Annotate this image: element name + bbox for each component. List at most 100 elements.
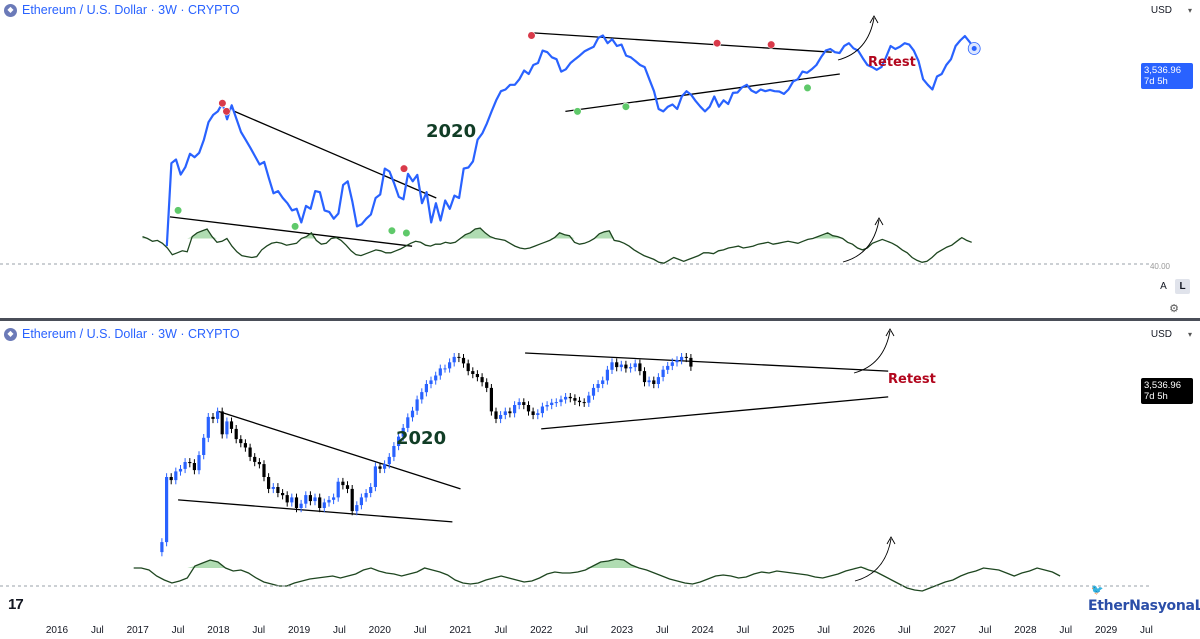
x-axis-tick: Jul xyxy=(413,625,427,636)
candle-body xyxy=(322,502,326,508)
candle-body xyxy=(243,443,247,448)
candle-body xyxy=(666,365,670,370)
candle-body xyxy=(350,488,354,512)
price-line-series xyxy=(165,34,976,247)
bottom-retest-annotation: Retest xyxy=(888,372,936,387)
candle-body xyxy=(577,400,582,403)
bottom-price-countdown: 7d 5h xyxy=(1144,391,1168,402)
candle-body xyxy=(220,411,224,435)
x-axis-tick: Jul xyxy=(897,625,911,636)
bottom-chart-panel[interactable]: ◆ Ethereum / U.S. Dollar · 3W · CRYPTO U… xyxy=(0,321,1200,618)
candle-body xyxy=(336,481,340,498)
candle-body xyxy=(559,399,563,403)
top-chart-title[interactable]: Ethereum / U.S. Dollar · 3W · CRYPTO xyxy=(22,3,240,17)
x-axis-tick: Jul xyxy=(1140,625,1153,636)
x-axis-tick: Jul xyxy=(90,625,104,636)
candle-body xyxy=(345,485,350,489)
top-chart-panel[interactable]: ◆ Ethereum / U.S. Dollar · 3W · CRYPTO U… xyxy=(0,0,1200,318)
candle-body xyxy=(429,380,433,384)
candle-body xyxy=(680,356,684,361)
candle-body xyxy=(160,542,164,553)
x-axis-tick: 2028 xyxy=(1014,625,1037,636)
swing-low-marker xyxy=(174,206,183,215)
ethereum-icon: ◆ xyxy=(4,3,17,17)
candle-body xyxy=(545,405,549,407)
trendline xyxy=(218,410,461,490)
candle-body xyxy=(415,399,419,411)
top-currency-select[interactable]: USD ▾ xyxy=(1151,5,1192,16)
time-axis[interactable]: 2016 Jul 2017 Jul 2018 Jul 2019 Jul 2020 Jul 2021 J… xyxy=(0,620,1200,639)
settings-icon[interactable]: ⚙ xyxy=(1169,303,1179,315)
candle-body xyxy=(401,427,405,437)
candle-body xyxy=(564,396,568,400)
x-axis-tick: Jul xyxy=(252,625,266,636)
swing-low-marker xyxy=(387,226,397,235)
trendline xyxy=(529,31,832,53)
candle-body xyxy=(582,402,586,404)
x-axis-tick: 2023 xyxy=(610,625,634,636)
scale-buttons: A L xyxy=(1156,279,1190,294)
x-axis-tick: 2017 xyxy=(126,625,149,636)
candle-body xyxy=(192,463,196,471)
candle-body xyxy=(229,421,234,429)
top-chart-header[interactable]: ◆ Ethereum / U.S. Dollar · 3W · CRYPTO xyxy=(4,3,240,17)
bottom-chart-header[interactable]: ◆ Ethereum / U.S. Dollar · 3W · CRYPTO xyxy=(4,327,240,341)
candle-body xyxy=(239,439,243,444)
projection-arrow xyxy=(837,17,875,61)
candle-body xyxy=(387,456,391,465)
swing-low-marker xyxy=(621,102,631,111)
candle-body xyxy=(262,464,266,477)
swing-low-marker xyxy=(402,228,411,238)
candle-body xyxy=(550,402,554,405)
indicator-line xyxy=(142,227,972,264)
candle-body xyxy=(554,402,558,404)
candle-body xyxy=(448,362,452,369)
candle-body xyxy=(341,481,345,486)
candle-body xyxy=(540,406,544,414)
candle-body xyxy=(373,466,377,487)
candle-body xyxy=(290,497,294,503)
x-axis-tick: Jul xyxy=(817,625,831,636)
log-scale-button[interactable]: L xyxy=(1175,279,1190,294)
top-price-value: 3,536.96 xyxy=(1144,65,1181,76)
top-line-chart[interactable] xyxy=(0,0,1200,318)
swing-high-marker xyxy=(218,99,227,108)
candle-body xyxy=(332,497,336,500)
candle-body xyxy=(434,375,438,381)
trendline xyxy=(178,499,453,523)
candle-body xyxy=(281,493,285,496)
trendline xyxy=(169,216,413,247)
swing-high-marker xyxy=(712,39,722,48)
candle-body xyxy=(216,411,220,419)
swing-low-marker xyxy=(291,222,300,231)
bottom-chart-title[interactable]: Ethereum / U.S. Dollar · 3W · CRYPTO xyxy=(22,327,240,341)
candle-body xyxy=(531,411,535,415)
candle-body xyxy=(299,503,303,508)
candle-body xyxy=(568,396,572,399)
candle-body xyxy=(684,356,688,358)
candle-body xyxy=(443,368,447,370)
tradingview-logo[interactable]: 17 xyxy=(8,596,24,613)
x-axis-tick: 2026 xyxy=(852,625,876,636)
candle-body xyxy=(308,495,312,502)
auto-scale-button[interactable]: A xyxy=(1160,281,1167,292)
bottom-currency-select[interactable]: USD ▾ xyxy=(1151,329,1192,340)
x-axis-tick: Jul xyxy=(736,625,750,636)
top-price-tag: 3,536.96 7d 5h xyxy=(1141,63,1193,89)
x-axis-tick: 2025 xyxy=(772,625,795,636)
top-retest-annotation: Retest xyxy=(868,55,916,70)
bottom-candle-chart[interactable] xyxy=(0,321,1200,618)
candle-body xyxy=(327,499,331,503)
candle-body xyxy=(466,363,470,372)
panel-divider[interactable] xyxy=(0,318,1200,321)
chevron-down-icon: ▾ xyxy=(1187,330,1192,339)
projection-arrow-head xyxy=(869,15,879,24)
candle-body xyxy=(629,367,633,369)
swing-high-marker xyxy=(399,164,409,173)
candle-body xyxy=(197,455,201,471)
candle-body xyxy=(652,380,656,384)
candle-body xyxy=(285,495,289,503)
swing-high-marker xyxy=(222,107,231,116)
candle-body xyxy=(457,356,461,358)
projection-arrow-head xyxy=(885,328,895,337)
